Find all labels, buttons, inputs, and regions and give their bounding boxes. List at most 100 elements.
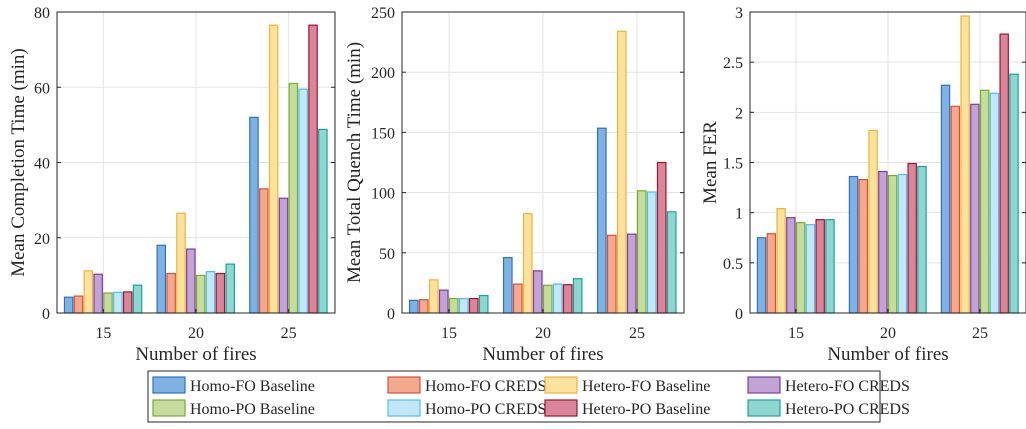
x-tick-label: 15	[95, 325, 111, 342]
y-tick-label: 1.5	[723, 156, 743, 173]
bar-homo-fo-creds-20	[858, 178, 869, 314]
legend-label: Hetero-PO Baseline	[582, 401, 710, 418]
bar-homo-fo-baseline-25	[940, 84, 951, 314]
y-axis-label: Mean FER	[700, 121, 721, 204]
bar-hetero-po-creds-20	[225, 263, 235, 314]
bar-hetero-po-baseline-20	[215, 272, 226, 314]
bar-homo-fo-creds-15	[766, 233, 777, 314]
y-tick-label: 50	[379, 246, 395, 263]
x-tick-label: 15	[441, 325, 457, 342]
bar-hetero-fo-creds-25	[626, 233, 637, 314]
bar-hetero-fo-baseline-20	[522, 213, 533, 314]
bar-hetero-po-baseline-15	[468, 297, 479, 314]
y-axis-label: Mean Completion Time (min)	[8, 48, 29, 277]
y-tick-label: 0	[387, 306, 395, 323]
legend-swatch	[544, 399, 578, 417]
chart-panel-3: 0 0.5 1 1.5 2 2.5 3 15 20 25 Number of fires Mean F…	[700, 5, 1026, 365]
bar-hetero-fo-baseline-25	[616, 30, 627, 314]
x-tick-label: 20	[880, 325, 896, 342]
legend-label: Homo-FO Baseline	[190, 378, 315, 395]
x-tick-label: 20	[535, 325, 551, 342]
bar-hetero-fo-baseline-20	[176, 212, 186, 314]
x-axis-label: Number of fires	[827, 344, 948, 365]
legend-label: Hetero-FO CREDS	[785, 378, 910, 395]
y-tick-label: 250	[371, 5, 395, 22]
x-axis-label: Number of fires	[135, 344, 256, 365]
bar-homo-po-baseline-15	[448, 297, 459, 314]
bar-homo-fo-baseline-15	[756, 237, 767, 314]
bar-hetero-po-creds-15	[478, 294, 489, 314]
y-axis-label: Mean Total Quench Time (min)	[344, 42, 365, 283]
legend-label: Hetero-PO CREDS	[785, 401, 910, 418]
bar-hetero-fo-baseline-15	[776, 208, 786, 314]
bar-hetero-fo-baseline-20	[868, 129, 878, 314]
legend-swatch	[544, 376, 578, 394]
bar-hetero-fo-creds-15	[438, 289, 449, 314]
bar-hetero-po-baseline-20	[562, 284, 573, 314]
bar-hetero-po-creds-20	[572, 278, 583, 314]
bar-homo-fo-creds-20	[512, 283, 523, 314]
y-tick-label: 40	[34, 156, 50, 173]
y-tick-label: 0	[42, 306, 50, 323]
x-tick-label: 25	[281, 325, 297, 342]
bar-homo-po-creds-15	[458, 297, 469, 314]
bar-hetero-po-creds-25	[1009, 73, 1019, 314]
bar-homo-po-creds-20	[552, 283, 563, 314]
chart-panel-1: 0 20 40 60 80 15 20 25 Number of fires Mean Compl…	[8, 5, 336, 365]
y-tick-label: 150	[371, 125, 395, 142]
bar-hetero-po-baseline-25	[308, 24, 318, 314]
bar-homo-fo-creds-25	[259, 188, 269, 314]
bar-homo-fo-creds-25	[950, 105, 961, 314]
legend-swatch	[152, 399, 186, 417]
bar-hetero-fo-creds-25	[278, 197, 289, 314]
bar-homo-po-baseline-20	[887, 174, 898, 314]
legend-swatch	[152, 376, 186, 394]
bar-homo-po-baseline-25	[636, 190, 647, 314]
bar-homo-po-creds-15	[113, 291, 123, 314]
bar-hetero-po-baseline-15	[122, 291, 133, 314]
y-tick-label: 200	[371, 65, 395, 82]
bar-hetero-po-creds-15	[132, 284, 143, 314]
chart-panel-2: 0 50 100 150 200 250 15 20 25 Number of fires Mean…	[344, 5, 685, 365]
legend-swatch	[747, 399, 781, 417]
bar-homo-po-baseline-15	[795, 222, 806, 314]
bar-hetero-po-baseline-25	[999, 33, 1009, 314]
y-tick-label: 60	[34, 80, 50, 97]
bar-hetero-fo-creds-20	[532, 270, 543, 314]
legend-swatch	[387, 376, 421, 394]
y-tick-label: 3	[735, 5, 743, 22]
x-tick-label: 15	[788, 325, 804, 342]
legend-swatch	[747, 376, 781, 394]
bar-homo-fo-baseline-15	[63, 296, 74, 314]
bar-homo-fo-baseline-25	[596, 127, 607, 314]
bar-homo-po-creds-20	[897, 173, 908, 314]
y-tick-label: 100	[371, 186, 395, 203]
bar-homo-fo-baseline-20	[156, 244, 167, 314]
legend-label: Homo-PO CREDS	[425, 401, 546, 418]
bar-hetero-fo-creds-15	[786, 217, 796, 314]
bar-homo-po-creds-25	[298, 88, 308, 314]
bar-hetero-po-baseline-20	[907, 162, 917, 314]
legend-label: Homo-PO Baseline	[190, 401, 315, 418]
bar-homo-fo-baseline-20	[502, 257, 513, 314]
bar-hetero-fo-creds-25	[970, 103, 980, 314]
x-axis-label: Number of fires	[482, 344, 603, 365]
bar-hetero-fo-creds-20	[186, 248, 196, 314]
bar-homo-fo-baseline-15	[408, 299, 419, 314]
y-tick-label: 1	[735, 206, 743, 223]
x-tick-label: 25	[972, 325, 988, 342]
bar-hetero-po-creds-20	[917, 165, 927, 314]
bar-homo-fo-baseline-20	[848, 175, 859, 314]
bar-hetero-po-creds-25	[666, 211, 677, 314]
y-tick-label: 20	[34, 231, 50, 248]
bar-homo-po-baseline-25	[288, 82, 299, 314]
bar-hetero-fo-baseline-25	[960, 15, 970, 314]
y-tick-label: 80	[34, 5, 50, 22]
bar-hetero-fo-baseline-15	[83, 270, 94, 314]
bar-hetero-fo-baseline-25	[268, 24, 279, 314]
y-tick-label: 0.5	[723, 256, 743, 273]
x-tick-label: 25	[629, 325, 645, 342]
bar-homo-fo-creds-15	[418, 299, 429, 314]
bar-hetero-po-baseline-15	[815, 219, 825, 314]
